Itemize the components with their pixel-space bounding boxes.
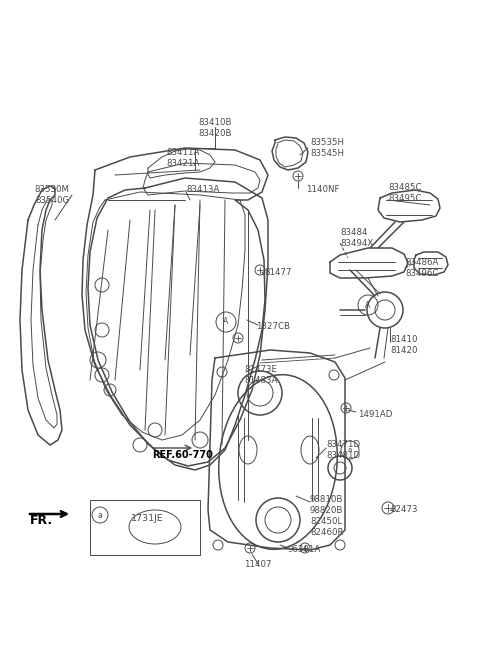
Text: A: A: [223, 317, 228, 327]
Text: 83535H
83545H: 83535H 83545H: [310, 138, 344, 158]
Text: a: a: [97, 510, 102, 520]
Text: 81410
81420: 81410 81420: [390, 335, 418, 355]
Text: FR.: FR.: [30, 514, 53, 527]
Text: 83530M
83540G: 83530M 83540G: [35, 185, 70, 205]
Text: 83471D
83481D: 83471D 83481D: [326, 440, 360, 460]
Text: 98810B
98820B
82450L
82460R: 98810B 98820B 82450L 82460R: [310, 495, 344, 537]
Text: A: A: [365, 300, 371, 309]
Text: 83485C
83495C: 83485C 83495C: [388, 183, 421, 203]
Text: 96301A: 96301A: [288, 545, 321, 554]
Text: 11407: 11407: [244, 560, 272, 569]
Text: 1327CB: 1327CB: [256, 322, 290, 331]
Text: 1731JE: 1731JE: [131, 514, 164, 523]
Text: 1140NF: 1140NF: [306, 185, 339, 194]
Text: 83484
83494X: 83484 83494X: [340, 228, 373, 248]
Text: 83413A: 83413A: [186, 185, 219, 194]
Text: 81477: 81477: [264, 268, 291, 277]
Text: 1491AD: 1491AD: [358, 410, 392, 419]
Text: 81473E
81483A: 81473E 81483A: [244, 365, 277, 385]
Text: 83411A
83421A: 83411A 83421A: [166, 148, 200, 168]
Text: 82473: 82473: [390, 505, 418, 514]
Text: 83486A
83496C: 83486A 83496C: [405, 258, 438, 278]
Text: 83410B
83420B: 83410B 83420B: [198, 118, 232, 138]
Text: a: a: [348, 447, 352, 453]
Text: REF.60-770: REF.60-770: [152, 450, 213, 460]
